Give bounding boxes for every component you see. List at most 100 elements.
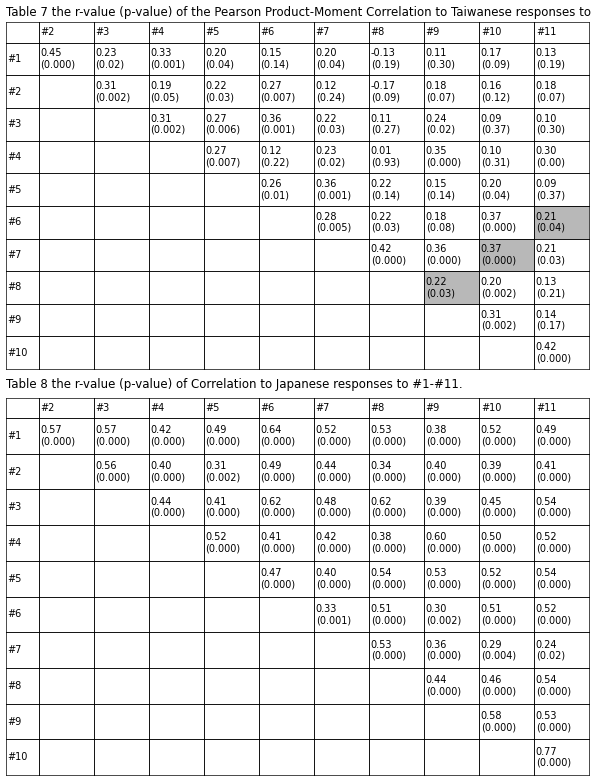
Bar [424,173,479,206]
Bar [6,304,39,337]
Text: #1: #1 [8,431,22,441]
Bar [424,489,479,525]
Text: #9: #9 [426,27,440,37]
Bar [259,140,314,173]
Text: 0.21
(0.03): 0.21 (0.03) [536,245,565,266]
Text: 0.42
(0.000): 0.42 (0.000) [371,245,406,266]
Text: 0.49
(0.000): 0.49 (0.000) [536,425,571,446]
Bar [314,271,369,304]
Bar [259,489,314,525]
Text: 0.24
(0.02): 0.24 (0.02) [426,114,455,135]
Bar [39,561,94,597]
Bar [424,597,479,633]
Text: 0.40
(0.000): 0.40 (0.000) [316,568,351,590]
Bar [479,668,534,703]
Bar [149,43,204,76]
Bar [424,739,479,775]
Bar [204,173,259,206]
Bar [149,140,204,173]
Bar [259,703,314,739]
Text: 0.51
(0.000): 0.51 (0.000) [371,604,406,625]
Bar [39,304,94,337]
Text: 0.30
(0.002): 0.30 (0.002) [426,604,461,625]
Bar [479,76,534,108]
Bar [314,76,369,108]
Bar [534,140,589,173]
Bar [479,525,534,561]
Text: 0.38
(0.000): 0.38 (0.000) [426,425,461,446]
Text: Table 7 the r-value (p-value) of the Pearson Product-Moment Correlation to Taiwa: Table 7 the r-value (p-value) of the Pea… [6,5,595,19]
Bar [534,271,589,304]
Bar [314,597,369,633]
Text: 0.49
(0.000): 0.49 (0.000) [206,425,241,446]
Bar [534,337,589,369]
Bar [369,561,424,597]
Bar [314,489,369,525]
Text: 0.52
(0.000): 0.52 (0.000) [206,532,241,554]
Text: 0.31
(0.002): 0.31 (0.002) [206,461,241,482]
Text: 0.52
(0.000): 0.52 (0.000) [316,425,351,446]
Bar [39,76,94,108]
Text: 0.22
(0.03): 0.22 (0.03) [371,212,400,233]
Text: 0.31
(0.002): 0.31 (0.002) [95,81,131,102]
Bar [149,23,204,43]
Bar [6,173,39,206]
Text: 0.37
(0.000): 0.37 (0.000) [481,245,516,266]
Text: 0.49
(0.000): 0.49 (0.000) [261,461,296,482]
Text: 0.52
(0.000): 0.52 (0.000) [536,604,571,625]
Bar [424,337,479,369]
Bar [534,703,589,739]
Bar [369,23,424,43]
Bar [534,23,589,43]
Bar [479,43,534,76]
Bar [369,206,424,238]
Text: 0.27
(0.006): 0.27 (0.006) [206,114,241,135]
Bar [94,140,149,173]
Bar [39,397,94,418]
Bar [39,337,94,369]
Bar [424,633,479,668]
Bar [259,633,314,668]
Bar [259,238,314,271]
Text: 0.22
(0.14): 0.22 (0.14) [371,179,400,200]
Text: #1: #1 [8,54,22,64]
Bar [259,525,314,561]
Text: #9: #9 [8,315,22,325]
Bar [149,418,204,453]
Text: #6: #6 [8,609,22,619]
Bar [479,337,534,369]
Text: 0.36
(0.001): 0.36 (0.001) [261,114,296,135]
Text: #7: #7 [316,403,330,413]
Bar [39,238,94,271]
Bar [534,397,589,418]
Bar [204,271,259,304]
Bar [204,397,259,418]
Bar [149,238,204,271]
Text: 0.21
(0.04): 0.21 (0.04) [536,212,565,233]
Bar [6,489,39,525]
Bar [6,668,39,703]
Bar [259,561,314,597]
Bar [424,140,479,173]
Bar [369,418,424,453]
Bar [149,108,204,140]
Text: 0.17
(0.09): 0.17 (0.09) [481,48,510,69]
Bar [204,23,259,43]
Bar [204,418,259,453]
Bar [479,418,534,453]
Bar [39,453,94,489]
Bar [424,418,479,453]
Text: 0.22
(0.03): 0.22 (0.03) [316,114,345,135]
Bar [259,418,314,453]
Bar [6,23,39,43]
Bar [6,418,39,453]
Bar [94,43,149,76]
Bar [149,489,204,525]
Text: 0.36
(0.000): 0.36 (0.000) [426,245,461,266]
Text: 0.54
(0.000): 0.54 (0.000) [536,568,571,590]
Bar [369,739,424,775]
Text: 0.28
(0.005): 0.28 (0.005) [316,212,351,233]
Bar [204,668,259,703]
Text: 0.33
(0.001): 0.33 (0.001) [151,48,186,69]
Text: 0.53
(0.000): 0.53 (0.000) [536,711,571,732]
